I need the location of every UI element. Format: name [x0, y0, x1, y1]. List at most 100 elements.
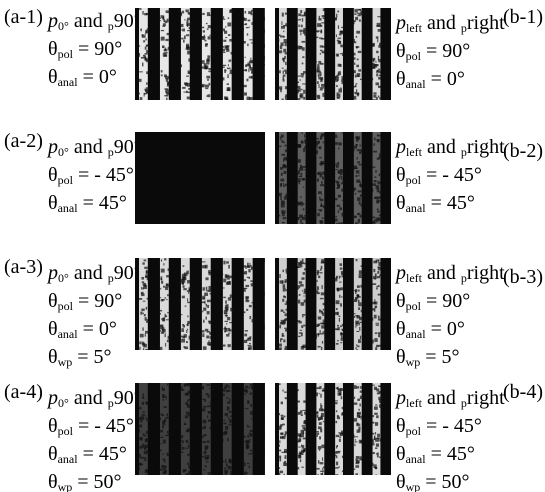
speckle [189, 27, 192, 29]
speckle [264, 75, 265, 77]
speckle [279, 457, 281, 461]
speckle [357, 413, 360, 414]
speckle [142, 402, 144, 405]
speckle [210, 336, 211, 339]
speckle [139, 347, 140, 350]
speckle [298, 19, 301, 20]
speckle [372, 217, 375, 219]
speckle [301, 333, 303, 336]
speckle [182, 29, 185, 32]
speckle [376, 82, 379, 85]
speckle [204, 35, 205, 37]
speckle [205, 447, 207, 450]
speckle [142, 11, 143, 15]
speckle [283, 75, 286, 77]
speckle [379, 71, 382, 73]
speckle [161, 259, 162, 261]
speckle [227, 87, 231, 91]
speckle [245, 11, 246, 14]
micrograph [275, 8, 391, 100]
speckle [360, 322, 363, 323]
speckle [167, 10, 170, 13]
speckle [183, 40, 185, 43]
speckle [279, 50, 283, 53]
speckle [229, 39, 233, 42]
speckle [264, 451, 265, 454]
speckle [228, 64, 229, 66]
text: θ [396, 346, 406, 368]
text: p [48, 136, 58, 158]
speckle [141, 57, 144, 59]
speckle [359, 19, 361, 21]
speckle [227, 402, 230, 404]
speckle [318, 446, 321, 449]
speckle [161, 413, 163, 415]
speckle [379, 153, 382, 157]
speckle [357, 345, 359, 347]
speckle [372, 167, 375, 168]
speckle [341, 76, 343, 80]
text-line: θpol = 90° [396, 40, 505, 68]
speckle [355, 144, 358, 145]
speckle [320, 405, 322, 409]
speckle [353, 57, 356, 59]
speckle [316, 280, 318, 281]
speckle [321, 181, 323, 184]
speckle [285, 329, 288, 332]
speckle [281, 402, 283, 405]
speckle [223, 16, 224, 19]
text-line: θanal = 45° [48, 192, 142, 220]
speckle [321, 347, 322, 350]
speckle [300, 10, 302, 13]
speckle [373, 452, 375, 454]
speckle [340, 268, 343, 270]
text: = 45° [426, 443, 475, 465]
speckle [356, 180, 360, 183]
subscript: wp [406, 355, 421, 369]
speckle [251, 266, 252, 268]
text: right [467, 262, 505, 284]
speckle [356, 31, 360, 34]
speckle [284, 474, 285, 475]
speckle [279, 70, 281, 73]
speckle [303, 325, 305, 327]
speckle [342, 53, 344, 56]
speckle [354, 13, 356, 15]
speckle [378, 96, 380, 98]
panel-label: (b-3) [503, 266, 543, 288]
text-line: θanal = 0° [48, 318, 142, 346]
speckle [318, 191, 322, 194]
speckle [188, 465, 191, 468]
speckle [208, 71, 211, 73]
speckle [282, 389, 283, 391]
text-line: θanal = 0° [396, 318, 505, 346]
speckle [323, 303, 325, 305]
speckle [183, 288, 186, 290]
speckle [203, 442, 206, 443]
speckle [334, 134, 337, 136]
speckle [285, 318, 288, 320]
speckle [320, 462, 324, 464]
panel-text: pleft and prightθpol = - 45°θanal = 45° [396, 136, 505, 220]
speckle [377, 209, 379, 211]
speckle [162, 459, 165, 461]
speckle [285, 62, 286, 65]
speckle [353, 165, 357, 168]
speckle [188, 23, 192, 26]
speckle [229, 420, 231, 423]
speckle [159, 20, 161, 21]
speckle [321, 22, 325, 23]
speckle [360, 391, 362, 393]
speckle [161, 299, 164, 301]
speckle [186, 430, 188, 431]
speckle [378, 135, 380, 137]
text-line: θpol = - 45° [48, 164, 142, 192]
speckle [355, 465, 359, 468]
speckle [187, 454, 191, 456]
speckle [337, 205, 341, 207]
speckle [231, 52, 233, 55]
speckle [304, 134, 305, 137]
speckle [316, 335, 317, 339]
speckle [342, 200, 346, 202]
speckle [163, 263, 164, 265]
